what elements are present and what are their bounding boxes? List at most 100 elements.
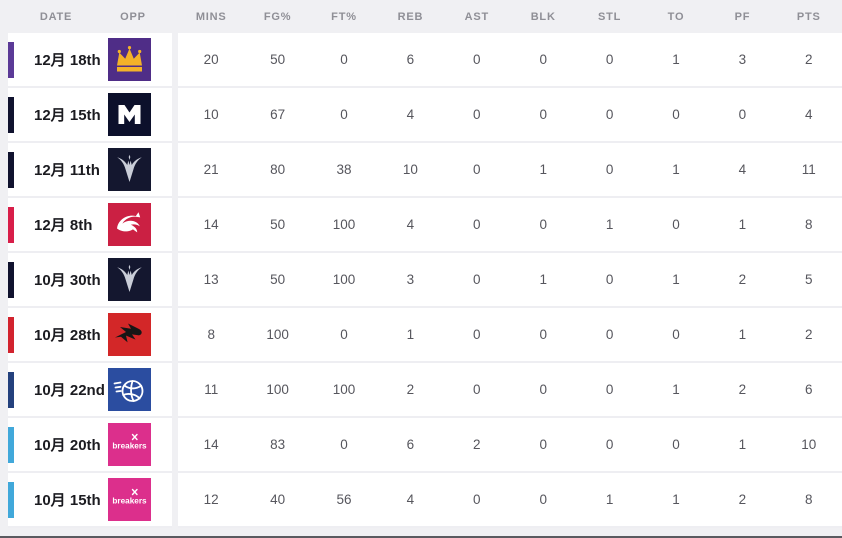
table-row[interactable]: 10月 28th 8 100 0 1 0 0 0 0 1 2 [0,308,842,363]
stat-cell: 2 [805,52,813,67]
stat-cells: 10 67 0 4 0 0 0 0 0 4 [178,88,842,143]
stat-cell: 56 [336,492,352,507]
stat-cell: 0 [340,107,348,122]
row-frozen-pane: 10月 20th breakers [8,418,172,473]
game-date: 10月 20th [34,437,101,454]
column-header-opp: OPP [120,10,146,23]
column-header-stl: STL [598,10,622,23]
table-row[interactable]: 10月 30th 13 50 100 3 0 1 0 1 2 5 [0,253,842,308]
column-header-mins: MINS [195,10,227,23]
stat-cell: 1 [738,327,747,342]
column-header-fgpct: FG% [263,10,292,23]
row-frozen-pane: 10月 15th breakers [8,473,172,528]
stat-cell: 0 [539,327,547,342]
perth-wildcats-logo-icon [108,203,151,246]
team-accent-bar [8,262,14,298]
row-frozen-pane: 12月 8th [8,198,172,253]
team-accent-bar [8,482,14,518]
stat-cell: 6 [406,52,415,67]
team-accent-bar [8,372,14,408]
stat-cell: 11 [801,162,816,177]
stat-cell: 0 [473,492,481,507]
team-logo [108,93,151,136]
table-row[interactable]: 10月 20th breakers 14 83 0 6 2 0 0 0 1 10 [0,418,842,473]
team-logo [108,203,151,246]
game-date: 12月 15th [34,107,101,124]
stat-cell: 10 [801,437,817,452]
game-date: 10月 30th [34,272,101,289]
table-header-row: DATE OPP MINS FG% FT% REB AST BLK STL TO PF PTS [0,0,842,33]
left-gutter [0,473,8,528]
column-header-ftpct: FT% [331,10,357,23]
stat-cell: 0 [340,437,348,452]
breakers-wordmark: breakers [112,442,147,451]
row-frozen-pane: 12月 18th [8,33,172,88]
left-gutter [0,198,8,253]
stat-cell: 50 [270,272,286,287]
stat-cell: 13 [203,272,219,287]
stat-cell: 0 [473,217,481,232]
stat-cell: 0 [473,272,481,287]
table-row[interactable]: 10月 22nd 11 100 100 2 0 0 0 1 2 6 [0,363,842,418]
stat-cell: 67 [270,107,286,122]
stat-cell: 0 [672,327,680,342]
table-body: 12月 18th 20 50 0 6 0 0 0 1 3 2 12月 15th 10 67 0 4 0 0 0… [0,33,842,528]
table-row[interactable]: 10月 15th breakers 12 40 56 4 0 0 1 1 2 8 [0,473,842,528]
stat-cells: 14 50 100 4 0 0 1 0 1 8 [178,198,842,253]
stat-cell: 2 [738,382,747,397]
column-header-reb: REB [397,10,424,23]
stat-cell: 2 [406,382,415,397]
stat-cell: 10 [402,162,418,177]
stat-cell: 0 [738,107,747,122]
stat-cell: 6 [805,382,813,397]
team-accent-bar [8,152,14,188]
column-header-blk: BLK [530,10,556,23]
stat-cell: 14 [203,437,219,452]
table-row[interactable]: 12月 15th 10 67 0 4 0 0 0 0 0 4 [0,88,842,143]
illawarra-hawks-logo-icon [108,313,151,356]
bottom-border [0,536,842,538]
stat-cell: 0 [672,437,680,452]
stat-cell: 0 [473,107,481,122]
team-accent-bar [8,317,14,353]
game-date: 10月 15th [34,492,101,509]
stat-cells: 14 83 0 6 2 0 0 0 1 10 [178,418,842,473]
stat-cell: 0 [473,162,481,177]
game-date: 12月 11th [34,162,100,179]
stat-cell: 100 [266,382,289,397]
left-gutter [0,88,8,143]
game-date: 10月 28th [34,327,101,344]
stat-cell: 2 [805,327,813,342]
stat-cell: 100 [266,327,289,342]
table-row[interactable]: 12月 18th 20 50 0 6 0 0 0 1 3 2 [0,33,842,88]
stat-cells: 11 100 100 2 0 0 0 1 2 6 [178,363,842,418]
table-row[interactable]: 12月 8th 14 50 100 4 0 0 1 0 1 8 [0,198,842,253]
column-header-to: TO [667,10,685,23]
stat-cell: 40 [270,492,286,507]
stat-cell: 4 [738,162,747,177]
stat-cell: 0 [605,52,614,67]
stat-cell: 0 [473,382,481,397]
stat-cells: 12 40 56 4 0 0 1 1 2 8 [178,473,842,528]
stat-cell: 1 [672,162,680,177]
left-gutter [0,253,8,308]
left-gutter [0,308,8,363]
stat-cell: 0 [605,162,614,177]
row-frozen-pane: 12月 15th [8,88,172,143]
left-gutter [0,143,8,198]
stat-cell: 3 [406,272,415,287]
row-frozen-pane: 12月 11th [8,143,172,198]
stat-cell: 1 [672,382,680,397]
table-row[interactable]: 12月 11th 21 80 38 10 0 1 0 1 4 11 [0,143,842,198]
left-gutter [0,418,8,473]
game-date: 10月 22nd [34,382,105,399]
stat-cell: 0 [605,272,614,287]
team-logo [108,313,151,356]
stat-cell: 1 [605,217,614,232]
stat-cell: 3 [738,52,747,67]
team-logo [108,258,151,301]
stat-cell: 12 [203,492,219,507]
brisbane-bullets-logo-icon [108,368,151,411]
stat-cell: 0 [539,217,547,232]
